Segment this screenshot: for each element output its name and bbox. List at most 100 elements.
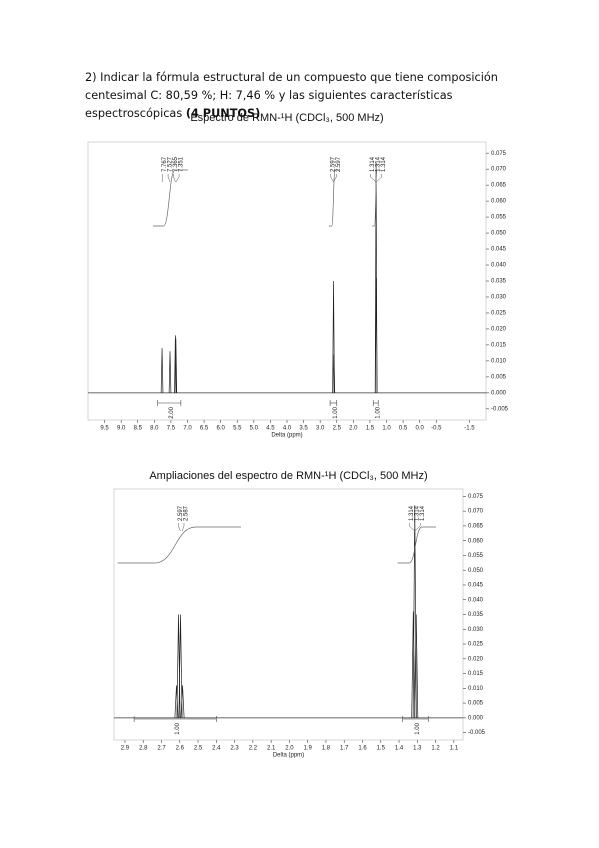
integral-label: 1.00 [333,406,339,418]
x-tick-label: 1.5 [366,426,375,432]
y-tick-label: 0.035 [491,279,507,285]
x-tick-label: 2.0 [349,426,358,432]
y-tick-label: 0.025 [491,311,507,317]
peak-label: 2.597 [336,156,342,172]
x-tick-label: 2.1 [267,746,276,752]
x-tick-label: 0.5 [399,426,408,432]
x-tick-label: 1.8 [322,746,331,752]
x-tick-label: 6.5 [200,426,209,432]
x-tick-label: 4.5 [266,426,275,432]
peak-label-leader [330,174,334,183]
x-tick-label: 1.7 [340,746,349,752]
y-tick-label: 0.005 [491,374,507,380]
peak-label: 2.587 [184,505,190,521]
y-tick-label: 0.045 [491,247,507,253]
peak-label: 1.314 [414,505,420,521]
integral-label: 2.00 [169,406,175,418]
peak-label: 2.597 [330,156,336,172]
y-tick-label: 0.010 [491,358,507,364]
x-tick-label: 1.0 [382,426,391,432]
integral-curve [153,169,188,227]
x-tick-label: 3.5 [299,426,308,432]
x-tick-label: 8.5 [134,426,143,432]
y-tick-label: 0.035 [468,612,484,618]
y-tick-label: 0.050 [468,568,484,574]
peak-label-leader [181,523,185,532]
x-tick-label: 9.0 [117,426,126,432]
y-tick-label: 0.015 [491,342,507,348]
peak-label-leader [375,174,382,183]
y-tick-label: 0.020 [491,327,507,333]
y-tick-label: 0.075 [468,494,484,500]
x-tick-label: -1.5 [464,426,475,432]
peak-label: 1.314 [381,156,387,172]
y-tick-label: 0.030 [491,295,507,301]
peak-label: 1.314 [409,505,415,521]
peak-label: 1.314 [376,156,382,172]
x-tick-label: 1.9 [304,746,313,752]
peak [180,685,185,718]
peak-label: 7.527 [168,156,174,172]
peak-label-leader [178,523,181,532]
peak [332,354,336,393]
y-tick-label: 0.040 [491,263,507,269]
y-tick-label: 0.045 [468,583,484,589]
x-tick-label: 2.9 [121,746,130,752]
y-tick-label: -0.005 [491,406,509,412]
y-tick-label: 0.050 [491,231,507,237]
x-tick-label: 9.5 [100,426,109,432]
x-tick-label: 7.0 [183,426,192,432]
peak-label-leader [161,174,163,183]
x-tick-label: -0.5 [431,426,442,432]
question-points: (4 PUNTOS) [185,107,261,120]
y-tick-label: -0.005 [468,730,486,736]
x-tick-label: 2.4 [212,746,221,752]
y-tick-label: 0.065 [468,523,484,529]
x-tick-label: 1.6 [358,746,367,752]
integral-label: 1.00 [375,406,381,418]
y-tick-label: 0.025 [468,642,484,648]
x-tick-label: 7.5 [167,426,176,432]
spectrum-title: Ampliaciones del espectro de RMN-¹H (CDC… [149,470,427,482]
peak [374,277,378,393]
peak-label-leader [173,174,176,183]
peak-label-leader [175,174,180,183]
x-tick-label: 6.0 [216,426,225,432]
integral-label: 1.00 [415,722,421,734]
y-tick-label: 0.055 [491,215,507,221]
x-axis-label: Delta (ppm) [271,433,302,439]
x-tick-label: 2.3 [230,746,239,752]
peak-label-leader [409,523,415,532]
plot-frame [113,488,464,741]
y-tick-label: 0.015 [468,671,484,677]
peak [174,335,177,393]
peak [411,611,416,718]
spectrum-title: Espectro de RMN-¹H (CDCl₃, 500 MHz) [190,112,383,124]
x-tick-label: 0.0 [415,426,424,432]
y-tick-label: 0.020 [468,656,484,662]
x-tick-label: 1.3 [413,746,422,752]
y-tick-label: 0.040 [468,597,484,603]
peak [178,614,183,718]
y-tick-label: 0.010 [468,686,484,692]
peak-label: 1.314 [420,505,426,521]
peak [174,338,178,393]
x-tick-label: 2.2 [249,746,258,752]
peak-label-leader [333,174,337,183]
integral-label: 1.00 [175,722,181,734]
x-tick-label: 1.5 [377,746,386,752]
y-tick-label: 0.070 [491,167,507,173]
y-tick-label: 0.060 [491,199,507,205]
y-tick-label: 0.070 [468,509,484,515]
x-tick-label: 3.0 [316,426,325,432]
x-tick-label: 2.8 [139,746,148,752]
integral-curve [328,169,339,227]
question: 2) Indicar la fórmula estructural de un … [85,69,540,123]
integral-curve [117,526,241,564]
y-tick-label: 0.075 [491,151,507,157]
peak-label: 7.351 [179,156,185,172]
y-tick-label: 0.000 [468,715,484,721]
integral-curve [397,526,436,564]
